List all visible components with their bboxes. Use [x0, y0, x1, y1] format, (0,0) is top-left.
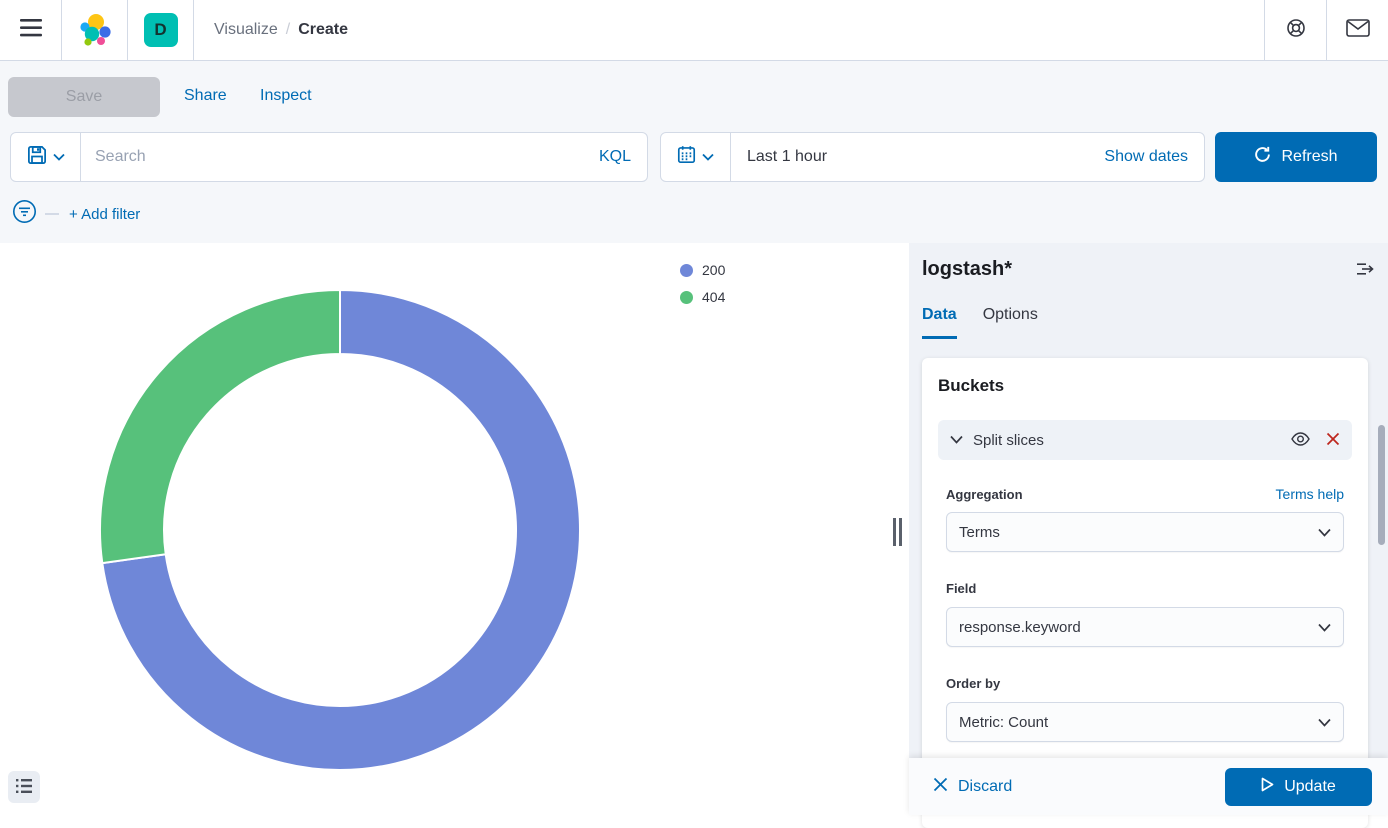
elastic-logo[interactable] — [62, 0, 128, 60]
inspect-button[interactable]: Inspect — [260, 87, 312, 104]
terms-help-link[interactable]: Terms help — [1275, 486, 1344, 502]
chevron-down-icon — [1318, 619, 1331, 636]
remove-bucket-button[interactable] — [1326, 432, 1340, 449]
saved-query-menu-button[interactable] — [11, 133, 81, 181]
breadcrumb-separator: / — [285, 21, 291, 38]
quick-select-menu-button[interactable] — [661, 133, 731, 181]
panel-scrollbar[interactable] — [1378, 425, 1385, 545]
order-by-select[interactable]: Metric: Count — [946, 702, 1344, 742]
buckets-card: Buckets Split slices — [922, 358, 1368, 828]
order-by-value: Metric: Count — [959, 713, 1049, 731]
aggregation-select[interactable]: Terms — [946, 512, 1344, 552]
help-icon — [1285, 17, 1307, 44]
tab-options[interactable]: Options — [982, 306, 1038, 323]
field-label: Field — [946, 581, 977, 596]
share-button[interactable]: Share — [184, 87, 227, 104]
visualization-canvas: 200 404 — [0, 243, 909, 815]
hamburger-icon — [19, 18, 42, 42]
split-slices-accordion[interactable]: Split slices — [938, 420, 1352, 460]
split-slices-label: Split slices — [973, 431, 1044, 449]
space-badge[interactable]: D — [143, 13, 178, 47]
field-select[interactable]: response.keyword — [946, 607, 1344, 647]
pie-slice-404[interactable] — [100, 290, 341, 565]
discard-label: Discard — [958, 777, 1013, 795]
field-row-header: Field — [946, 581, 1344, 596]
vis-editor-panel: logstash* Data Options Buckets Split sli… — [909, 243, 1388, 828]
eye-icon — [1291, 431, 1310, 449]
chevron-down-icon — [950, 431, 963, 449]
update-label: Update — [1284, 777, 1336, 795]
save-button[interactable]: Save — [8, 77, 160, 117]
show-dates-button[interactable]: Show dates — [1104, 148, 1204, 166]
legend-dot — [680, 290, 693, 304]
kql-button[interactable]: KQL — [583, 148, 647, 166]
editor-footer: Discard Update — [909, 758, 1388, 815]
newsfeed-button[interactable] — [1326, 0, 1388, 60]
legend-label[interactable]: 404 — [702, 289, 726, 305]
panel-resize-handle[interactable] — [893, 518, 906, 546]
chevron-down-icon — [1318, 524, 1331, 541]
toolbar: Save Share Inspect KQL — [0, 61, 1388, 243]
editor-tabs: Data Options — [922, 306, 1038, 339]
pie-slice-200[interactable] — [101, 290, 580, 770]
filter-bar: + Add filter — [12, 199, 140, 229]
play-icon — [1261, 777, 1274, 797]
chart-legend: 200 404 — [680, 262, 725, 305]
legend-toggle-button[interactable] — [8, 771, 40, 803]
chevron-down-icon — [702, 148, 714, 166]
legend-label[interactable]: 200 — [702, 262, 726, 278]
chevron-down-icon — [1318, 714, 1331, 731]
legend-item-200[interactable]: 200 — [680, 262, 725, 278]
field-value: response.keyword — [959, 618, 1081, 636]
refresh-label: Refresh — [1281, 148, 1338, 165]
calendar-icon — [677, 145, 696, 169]
date-picker-bar: Last 1 hour Show dates — [660, 132, 1205, 182]
order-by-label: Order by — [946, 676, 1001, 691]
aggregation-row-header: Aggregation Terms help — [946, 486, 1344, 502]
query-bar: KQL — [10, 132, 648, 182]
index-pattern-title: logstash* — [922, 258, 1013, 280]
legend-item-404[interactable]: 404 — [680, 289, 725, 305]
list-icon — [15, 778, 33, 797]
collapse-panel-button[interactable] — [1356, 261, 1374, 280]
discard-button[interactable]: Discard — [933, 777, 1012, 797]
tab-data[interactable]: Data — [922, 306, 957, 339]
mail-icon — [1345, 18, 1370, 42]
update-button[interactable]: Update — [1225, 767, 1372, 806]
refresh-icon — [1254, 146, 1271, 168]
help-button[interactable] — [1264, 0, 1326, 60]
app-header: D Visualize / Create — [0, 0, 1388, 61]
search-input[interactable] — [81, 148, 583, 166]
chevron-down-icon — [52, 148, 65, 166]
aggregation-value: Terms — [959, 523, 1000, 541]
save-query-icon — [27, 145, 47, 170]
breadcrumb-visualize[interactable]: Visualize — [214, 21, 278, 38]
donut-chart[interactable] — [100, 290, 580, 770]
close-icon — [1326, 432, 1340, 449]
aggregation-label: Aggregation — [946, 486, 1023, 502]
refresh-button[interactable]: Refresh — [1215, 132, 1377, 182]
add-filter-button[interactable]: + Add filter — [69, 205, 141, 223]
close-icon — [933, 777, 948, 797]
buckets-heading: Buckets — [938, 376, 1005, 395]
menu-right-icon — [1356, 263, 1374, 280]
time-range-value[interactable]: Last 1 hour — [747, 148, 828, 165]
filter-icon — [12, 199, 37, 229]
filter-dash — [45, 213, 59, 215]
space-selector[interactable]: D — [128, 0, 194, 60]
legend-dot — [680, 263, 693, 277]
breadcrumb-create: Create — [298, 21, 349, 38]
breadcrumb: Visualize / Create — [194, 0, 348, 60]
menu-button[interactable] — [0, 0, 62, 60]
order-by-row-header: Order by — [946, 676, 1344, 691]
toggle-visibility-button[interactable] — [1291, 431, 1310, 449]
